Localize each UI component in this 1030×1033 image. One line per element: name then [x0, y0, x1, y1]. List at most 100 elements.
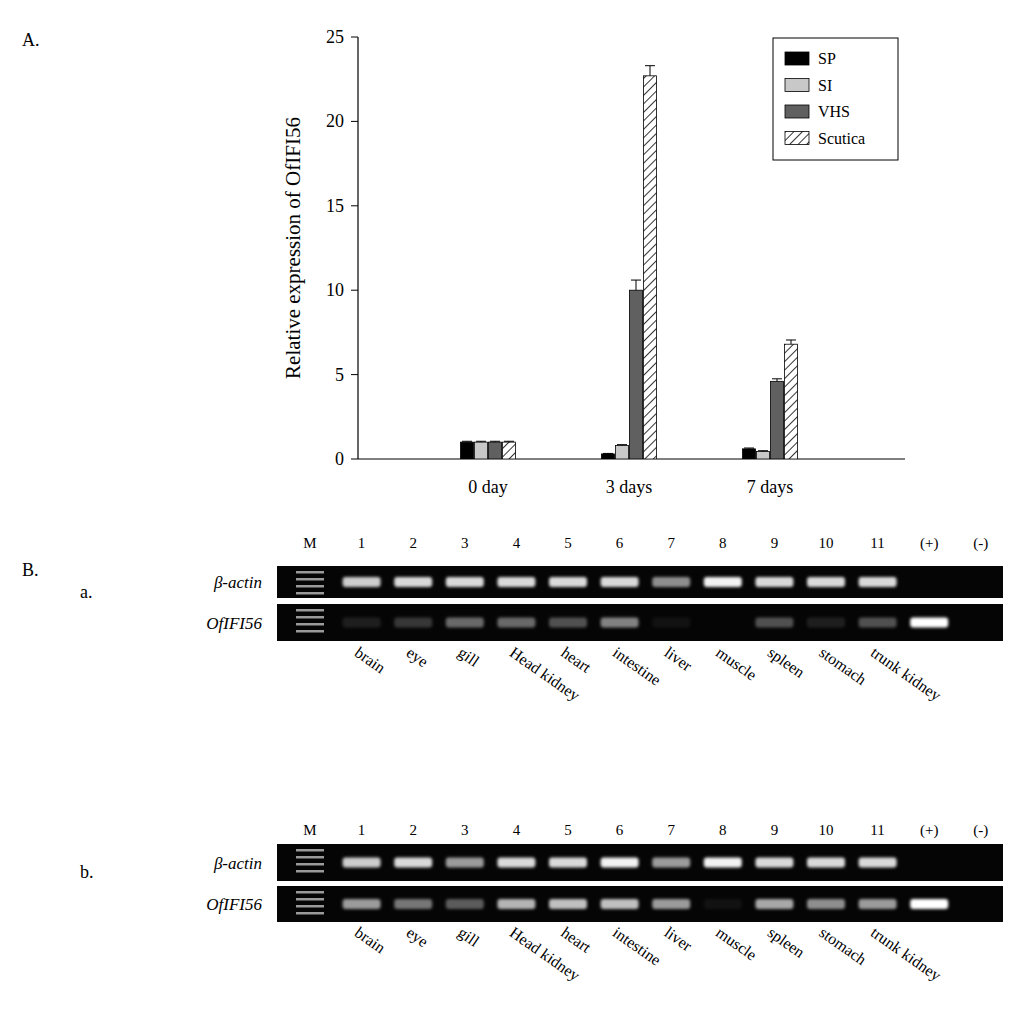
- gel-band: [601, 899, 639, 909]
- gel-band: [807, 858, 845, 868]
- lane-label: 10: [819, 822, 834, 838]
- lane-label: 10: [819, 535, 834, 551]
- gel-band: [859, 858, 897, 868]
- gel-row-label: OfIFI56: [206, 614, 262, 633]
- y-tick: [351, 205, 358, 206]
- subpanel-label: b.: [80, 862, 94, 882]
- gel-band: [652, 618, 690, 628]
- error-cap: [603, 453, 613, 454]
- gel-band: [652, 858, 690, 868]
- subpanel-label: a.: [80, 582, 93, 602]
- lane-label: 5: [564, 535, 572, 551]
- gel-band: [343, 577, 381, 587]
- panel-label: B.: [22, 560, 39, 580]
- gel-band: [497, 858, 535, 868]
- bar: [630, 290, 643, 459]
- gel-band: [910, 899, 948, 909]
- gel-band: [910, 577, 948, 587]
- lane-label: (+): [920, 822, 938, 839]
- bar: [475, 442, 488, 459]
- ladder: [296, 609, 324, 633]
- ladder: [296, 849, 324, 873]
- gel-strip: [277, 844, 1003, 881]
- tissue-label: heart: [558, 924, 594, 957]
- tissue-label: heart: [558, 644, 594, 677]
- y-tick: [351, 37, 358, 38]
- gel-band: [446, 858, 484, 868]
- y-tick-label: 10: [326, 280, 344, 300]
- gel-band: [601, 577, 639, 587]
- x-tick-label: 3 days: [606, 477, 653, 497]
- lane-label: 8: [719, 535, 727, 551]
- ladder-band: [296, 905, 324, 908]
- tissue-label: gill: [455, 644, 483, 671]
- ladder-band: [296, 912, 324, 915]
- gel-band: [652, 899, 690, 909]
- ladder-band: [296, 592, 324, 595]
- lane-label: 9: [771, 535, 779, 551]
- ladder-band: [296, 849, 324, 852]
- error-bar: [617, 444, 627, 446]
- gel-band: [394, 858, 432, 868]
- legend-box: [773, 38, 898, 160]
- lane-label: 4: [513, 822, 521, 838]
- panel-label: A.: [22, 30, 40, 50]
- error-cap: [744, 448, 754, 449]
- legend-swatch: [785, 132, 809, 145]
- tissue-label: muscle: [713, 924, 760, 964]
- gel-band: [755, 858, 793, 868]
- gel-band: [497, 577, 535, 587]
- bar: [616, 445, 629, 459]
- gel-band: [652, 577, 690, 587]
- lane-label: 6: [616, 822, 624, 838]
- gel-band: [394, 618, 432, 628]
- lane-label: 1: [358, 535, 366, 551]
- lane-label: M: [303, 822, 316, 838]
- tissue-label: stomach: [816, 924, 869, 969]
- gel-band: [910, 858, 948, 868]
- gel-band: [807, 899, 845, 909]
- gel-band: [962, 899, 1000, 909]
- gel-band: [446, 577, 484, 587]
- y-tick-label: 15: [326, 196, 344, 216]
- error-cap: [462, 441, 472, 442]
- bar: [503, 442, 516, 459]
- gel-band: [807, 618, 845, 628]
- ladder-band: [296, 609, 324, 612]
- bar: [743, 449, 756, 459]
- gel-band: [962, 618, 1000, 628]
- lane-label: (-): [973, 822, 988, 839]
- error-bar: [786, 340, 796, 344]
- lane-label: 7: [667, 822, 675, 838]
- error-cap: [772, 378, 782, 379]
- bar: [644, 76, 657, 459]
- gel-band: [962, 858, 1000, 868]
- y-tick: [351, 374, 358, 375]
- ladder-band: [296, 630, 324, 633]
- gel-band: [549, 899, 587, 909]
- gel-band: [343, 858, 381, 868]
- gel-band: [704, 577, 742, 587]
- lane-label: 3: [461, 535, 469, 551]
- ladder: [296, 891, 324, 915]
- y-tick: [351, 290, 358, 291]
- ladder-band: [296, 863, 324, 866]
- ladder-band: [296, 616, 324, 619]
- x-tick-label: 0 day: [468, 477, 508, 497]
- tissue-label: muscle: [713, 644, 760, 684]
- lane-label: 11: [870, 822, 884, 838]
- error-cap: [476, 441, 486, 442]
- y-axis: [357, 37, 358, 459]
- tissue-label: spleen: [764, 644, 808, 682]
- tissue-label: intestine: [610, 644, 664, 689]
- error-cap: [645, 65, 655, 66]
- ladder-band: [296, 870, 324, 873]
- y-tick-label: 25: [326, 27, 344, 47]
- bar: [602, 454, 615, 459]
- lane-label: (+): [920, 535, 938, 552]
- bar: [461, 442, 474, 459]
- legend-swatch: [785, 52, 809, 65]
- gel-band: [704, 618, 742, 628]
- gel-strip: [277, 566, 1003, 598]
- legend-label: Scutica: [818, 130, 865, 147]
